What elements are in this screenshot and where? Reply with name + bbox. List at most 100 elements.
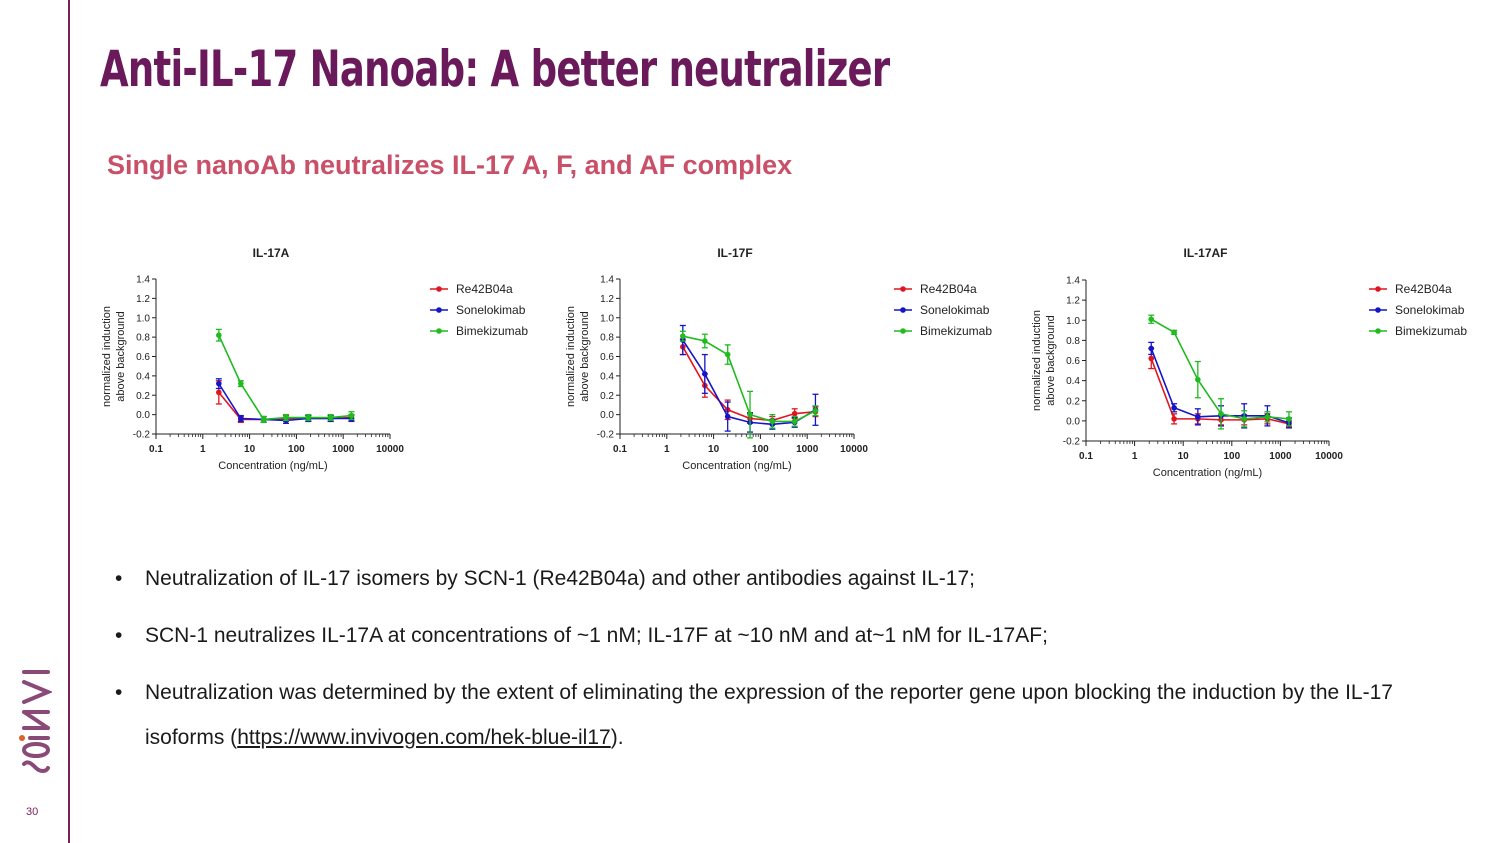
y-tick-label: 0.6 (1066, 356, 1080, 367)
y-axis-label: normalized induction (101, 306, 113, 407)
y-axis-label: above background (115, 311, 127, 402)
data-point (305, 414, 312, 421)
data-point (769, 418, 776, 425)
legend-label: Sonelokimab (456, 303, 526, 317)
data-point (680, 333, 686, 339)
legend-label: Re42B04a (456, 282, 513, 296)
data-point (1148, 345, 1155, 352)
y-tick-label: 1.0 (136, 313, 150, 324)
y-tick-label: 0.0 (1066, 416, 1080, 427)
y-tick-label: 1.0 (600, 313, 614, 324)
scinai-logo (19, 670, 52, 773)
legend-marker (436, 286, 442, 292)
bullet-item: SCN-1 neutralizes IL-17A at concentratio… (113, 613, 1453, 658)
legend-marker (900, 307, 906, 313)
y-tick-label: 0.2 (1066, 396, 1080, 407)
data-point (812, 407, 819, 414)
x-tick-label: 10000 (840, 444, 868, 455)
bullet-text: Neutralization of IL-17 isomers by SCN-1… (145, 567, 975, 590)
data-point (747, 411, 753, 418)
data-point (1195, 414, 1201, 420)
invivogen-link[interactable]: https://www.invivogen.com/hek-blue-il17 (237, 726, 611, 749)
x-tick-label: 1000 (1269, 451, 1292, 462)
data-point (1195, 376, 1201, 383)
y-axis-label: above background (579, 311, 591, 402)
y-tick-label: -0.2 (1063, 437, 1081, 448)
x-tick-label: 1 (200, 444, 206, 455)
legend-label: Bimekizumab (456, 324, 528, 338)
legend-marker (1375, 307, 1381, 313)
y-axis-label: normalized induction (565, 306, 577, 407)
data-point (327, 414, 334, 421)
y-tick-label: 1.4 (136, 275, 150, 286)
y-tick-label: 0.8 (1066, 336, 1080, 347)
data-point (724, 413, 731, 420)
y-tick-label: 0.0 (600, 410, 614, 421)
y-tick-label: 0.2 (136, 391, 150, 402)
chart-il17af: IL-17AF -0.2 0.0 0.2 0.4 0.6 0.8 1.0 1.2 1.4 0.1 1 1… (1031, 246, 1467, 479)
data-point (791, 418, 798, 425)
bullet-list: Neutralization of IL-17 isomers by SCN-1… (113, 556, 1453, 772)
data-point (216, 332, 222, 338)
x-tick-label: 0.1 (1079, 451, 1093, 462)
x-tick-label: 1 (664, 444, 670, 455)
y-tick-label: 0.4 (1066, 376, 1080, 387)
x-axis-label: Concentration (ng/mL) (682, 460, 791, 472)
legend-label: Sonelokimab (920, 303, 990, 317)
y-tick-label: -0.2 (597, 430, 615, 441)
legend-label: Bimekizumab (1395, 324, 1467, 338)
legend-marker (1375, 286, 1381, 292)
legend-marker (900, 286, 906, 292)
y-tick-label: 0.8 (136, 333, 150, 344)
y-tick-label: 0.2 (600, 391, 614, 402)
x-tick-label: 10 (708, 444, 720, 455)
slide-title: Anti-IL-17 Nanoab: A better neutralizer (100, 40, 890, 98)
x-tick-label: 0.1 (149, 444, 163, 455)
legend-label: Bimekizumab (920, 324, 992, 338)
x-tick-label: 10 (1178, 451, 1190, 462)
x-tick-label: 100 (1223, 451, 1240, 462)
data-point (1148, 355, 1155, 362)
x-tick-label: 100 (752, 444, 769, 455)
legend-label: Sonelokimab (1395, 303, 1465, 317)
legend-marker (436, 307, 442, 313)
data-point (1264, 414, 1271, 420)
y-tick-label: 0.0 (136, 410, 150, 421)
chart-il17a: IL-17A -0.2 0.0 0.2 0.4 0.6 0.8 1.0 1.2 1.4 0.1 1 10… (101, 246, 528, 472)
legend-marker (900, 328, 906, 334)
y-tick-label: 0.6 (136, 352, 150, 363)
x-tick-label: 10000 (376, 444, 404, 455)
data-point (1171, 329, 1177, 336)
data-point (1171, 416, 1177, 422)
data-point (1241, 416, 1248, 422)
chart-title: IL-17A (253, 246, 290, 260)
series-line (218, 334, 352, 421)
x-axis-label: Concentration (ng/mL) (1153, 467, 1262, 479)
y-tick-label: 1.4 (600, 275, 614, 286)
legend-marker (1375, 328, 1381, 334)
data-point (348, 412, 355, 419)
legend-marker (436, 328, 442, 334)
x-tick-label: 100 (288, 444, 305, 455)
y-tick-label: 0.6 (600, 352, 614, 363)
bullet-item: Neutralization of IL-17 isomers by SCN-1… (113, 556, 1453, 601)
x-tick-label: 1000 (332, 444, 355, 455)
y-tick-label: 1.4 (1066, 276, 1080, 287)
data-point (283, 414, 289, 421)
data-point (238, 415, 244, 422)
legend-label: Re42B04a (920, 282, 977, 296)
y-tick-label: 1.2 (136, 294, 150, 305)
x-axis-label: Concentration (ng/mL) (218, 460, 327, 472)
bullet-text: SCN-1 neutralizes IL-17A at concentratio… (145, 624, 1048, 647)
data-point (238, 380, 244, 387)
data-point (702, 338, 708, 344)
x-tick-label: 1000 (796, 444, 819, 455)
y-axis-label: above background (1045, 315, 1057, 406)
y-tick-label: 1.0 (1066, 316, 1080, 327)
x-tick-label: 0.1 (613, 444, 627, 455)
data-point (216, 380, 222, 387)
y-axis-label: normalized induction (1031, 310, 1043, 411)
x-tick-label: 10 (244, 444, 256, 455)
data-point (1218, 411, 1224, 417)
data-point (216, 389, 222, 396)
